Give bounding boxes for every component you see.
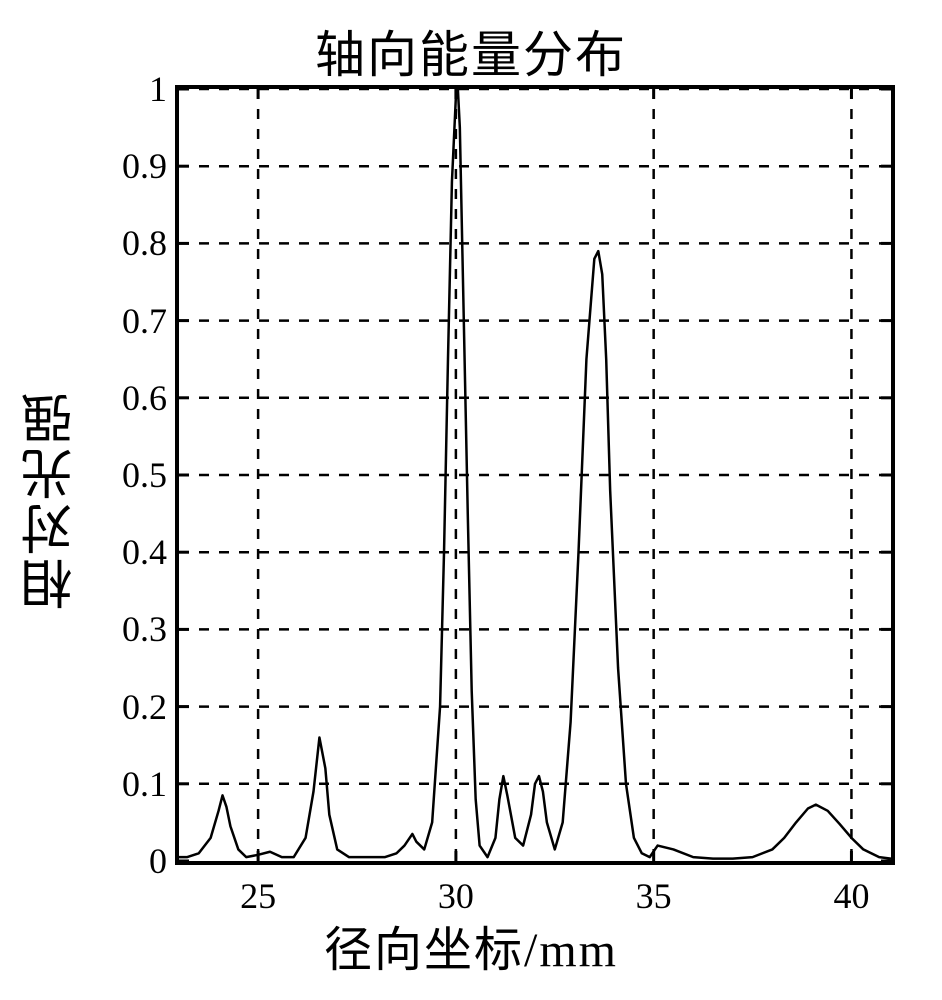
x-axis-label: 径向坐标/mm (324, 910, 618, 980)
y-tick-label: 0.2 (122, 686, 167, 728)
y-tick-label: 0 (149, 840, 167, 882)
y-tick-label: 1 (149, 68, 167, 110)
x-tick-label: 35 (636, 875, 672, 917)
y-tick-label: 0.4 (122, 531, 167, 573)
plot-svg (179, 89, 891, 861)
y-tick-label: 0.8 (122, 222, 167, 264)
y-axis-label: 相对光强 (15, 390, 90, 610)
chart-container: 轴向能量分布 相对光强 0 0.1 0.2 0.3 0.4 0.5 0.6 0.7 0.8 0.9… (0, 0, 942, 1000)
y-tick-label: 0.9 (122, 145, 167, 187)
y-tick-label: 0.5 (122, 454, 167, 496)
chart-title: 轴向能量分布 (315, 15, 627, 87)
y-tick-label: 0.7 (122, 300, 167, 342)
y-tick-label: 0.1 (122, 763, 167, 805)
x-tick-label: 40 (833, 875, 869, 917)
y-tick-label: 0.3 (122, 608, 167, 650)
y-tick-label: 0.6 (122, 377, 167, 419)
plot-area (175, 85, 895, 865)
x-tick-label: 25 (240, 875, 276, 917)
